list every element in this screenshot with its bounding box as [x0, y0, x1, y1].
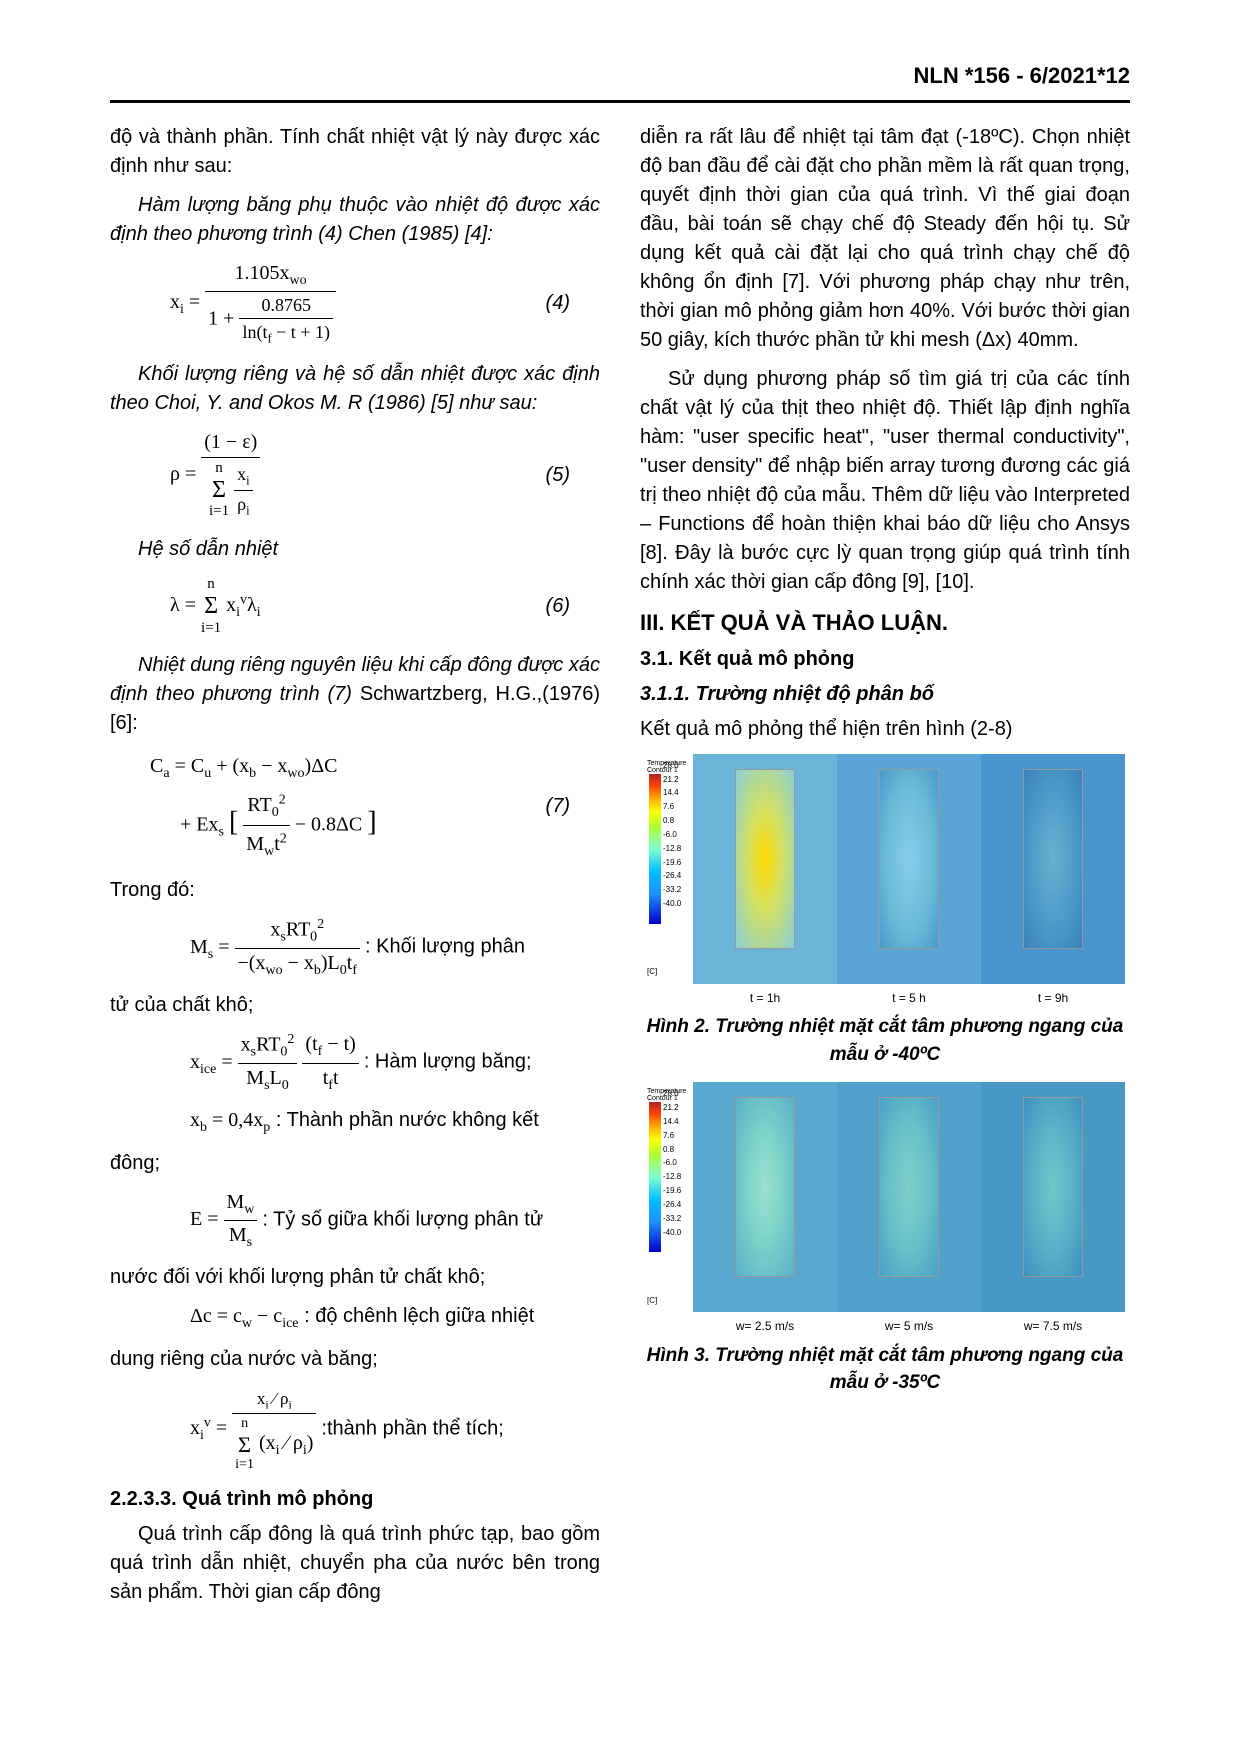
para-l5: Nhiệt dung riêng nguyên liệu khi cấp đôn… — [110, 651, 600, 738]
fig2-colorbar: Temperature Contour 1 28.0 21.2 14.4 7.6… — [645, 754, 693, 984]
fig2-lab-3: t = 9h — [981, 990, 1125, 1007]
para-l3: Khối lượng riêng và hệ số dẫn nhiệt được… — [110, 360, 600, 418]
left-column: độ và thành phần. Tính chất nhiệt vật lý… — [110, 123, 600, 1617]
page-header: NLN *156 - 6/2021*12 — [110, 60, 1130, 103]
def-e-cont: nước đối với khối lượng phân tử chất khô… — [110, 1263, 600, 1292]
sec-2-2-3-3: 2.2.3.3. Quá trình mô phỏng — [110, 1485, 600, 1514]
cb2-l10: -40.0 — [663, 898, 681, 910]
two-column-layout: độ và thành phần. Tính chất nhiệt vật lý… — [110, 123, 1130, 1617]
eqnum-5: (5) — [546, 461, 600, 490]
cb2-l8: -26.4 — [663, 870, 681, 882]
def-dc: Δc = cw − cice : độ chênh lệch giữa nhiệ… — [110, 1302, 600, 1334]
fig3-colorbar: Temperature Contour 1 28.0 21.2 14.4 7.6… — [645, 1082, 693, 1312]
fig3-caption: Hình 3. Trường nhiệt mặt cắt tâm phương … — [645, 1342, 1125, 1397]
cb3-l1: 21.2 — [663, 1102, 681, 1114]
equation-5: ρ = (1 − ε) nΣi=1 xiρi (5) — [110, 428, 600, 523]
equation-7: Ca = Cu + (xb − xwo)ΔC + Exs [ RT02Mwt2 … — [110, 748, 600, 864]
fig2-panel-1 — [693, 754, 837, 984]
equation-4: xi = 1.105xwo 1 + 0.8765ln(tf − t + 1) (… — [110, 259, 600, 348]
cb2-l7: -19.6 — [663, 857, 681, 869]
def-xv: xiv = xi ⁄ ρi nΣi=1 (xi ⁄ ρi) :thành phầ… — [110, 1384, 600, 1475]
fig2-caption: Hình 2. Trường nhiệt mặt cắt tâm phương … — [645, 1013, 1125, 1068]
cb2-unit: [C] — [647, 966, 691, 978]
cb2-l6: -12.8 — [663, 843, 681, 855]
para-l2: Hàm lượng băng phụ thuộc vào nhiệt độ đư… — [110, 191, 600, 249]
fig2-panel-2 — [837, 754, 981, 984]
para-trongdo: Trong đó: — [110, 876, 600, 905]
fig3-panel-2 — [837, 1082, 981, 1312]
dc-text: : độ chênh lệch giữa nhiệt — [304, 1305, 534, 1327]
figure-2: Temperature Contour 1 28.0 21.2 14.4 7.6… — [645, 754, 1125, 1068]
cb2-l1: 21.2 — [663, 774, 681, 786]
def-e: E = MwMs : Tỷ số giữa khối lượng phân tử — [110, 1188, 600, 1254]
para-r2: Sử dụng phương pháp số tìm giá trị của c… — [640, 365, 1130, 597]
right-column: diễn ra rất lâu để nhiệt tại tâm đạt (-1… — [640, 123, 1130, 1617]
sec-3: III. KẾT QUẢ VÀ THẢO LUẬN. — [640, 607, 1130, 639]
fig3-panel-3 — [981, 1082, 1125, 1312]
cb3-l8: -26.4 — [663, 1199, 681, 1211]
sec-3-1-1: 3.1.1. Trường nhiệt độ phân bố — [640, 680, 1130, 709]
para-r1: diễn ra rất lâu để nhiệt tại tâm đạt (-1… — [640, 123, 1130, 355]
cb3-unit: [C] — [647, 1295, 691, 1307]
cb3-l9: -33.2 — [663, 1213, 681, 1225]
eqnum-4: (4) — [546, 289, 600, 318]
fig2-lab-2: t = 5 h — [837, 990, 981, 1007]
ms-text: : Khối lượng phân — [365, 936, 525, 958]
cb2-l3: 7.6 — [663, 801, 681, 813]
xb-text: : Thành phần nước không kết — [276, 1109, 539, 1131]
fig3-panel-1 — [693, 1082, 837, 1312]
cb3-l10: -40.0 — [663, 1227, 681, 1239]
fig3-lab-3: w= 7.5 m/s — [981, 1318, 1125, 1335]
cb3-l5: -6.0 — [663, 1157, 681, 1169]
cb2-l0: 28.0 — [663, 760, 681, 772]
def-xb-cont: đông; — [110, 1149, 600, 1178]
def-xb: xb = 0,4xp : Thành phần nước không kết — [110, 1106, 600, 1138]
xice-text: : Hàm lượng băng; — [364, 1051, 532, 1073]
para-l4: Hệ số dẫn nhiệt — [110, 535, 600, 564]
cb2-l5: -6.0 — [663, 829, 681, 841]
def-dc-cont: dung riêng của nước và băng; — [110, 1345, 600, 1374]
fig3-lab-1: w= 2.5 m/s — [693, 1318, 837, 1335]
equation-6: λ = nΣi=1 xivλi (6) — [110, 574, 600, 639]
fig3-lab-2: w= 5 m/s — [837, 1318, 981, 1335]
xv-text: :thành phần thể tích; — [321, 1417, 503, 1439]
def-ms-cont: tử của chất khô; — [110, 991, 600, 1020]
fig2-lab-1: t = 1h — [693, 990, 837, 1007]
def-xice: xice = xsRT02MsL0 (tf − t)tft : Hàm lượn… — [110, 1030, 600, 1096]
eqnum-6: (6) — [546, 592, 600, 621]
para-l1: độ và thành phần. Tính chất nhiệt vật lý… — [110, 123, 600, 181]
para-l7: Quá trình cấp đông là quá trình phức tạp… — [110, 1520, 600, 1607]
cb3-l2: 14.4 — [663, 1116, 681, 1128]
para-r3: Kết quả mô phỏng thể hiện trên hình (2-8… — [640, 715, 1130, 744]
eqnum-7: (7) — [546, 792, 600, 821]
cb2-l2: 14.4 — [663, 787, 681, 799]
def-ms: Ms = xsRT02−(xwo − xb)L0tf : Khối lượng … — [110, 915, 600, 981]
e-text: : Tỷ số giữa khối lượng phân tử — [262, 1208, 543, 1230]
sec-3-1: 3.1. Kết quả mô phỏng — [640, 645, 1130, 674]
cb3-l6: -12.8 — [663, 1171, 681, 1183]
cb3-l3: 7.6 — [663, 1130, 681, 1142]
cb2-l9: -33.2 — [663, 884, 681, 896]
cb3-l7: -19.6 — [663, 1185, 681, 1197]
figure-3: Temperature Contour 1 28.0 21.2 14.4 7.6… — [645, 1082, 1125, 1396]
fig2-panel-3 — [981, 754, 1125, 984]
cb3-l4: 0.8 — [663, 1144, 681, 1156]
cb2-l4: 0.8 — [663, 815, 681, 827]
cb3-l0: 28.0 — [663, 1088, 681, 1100]
